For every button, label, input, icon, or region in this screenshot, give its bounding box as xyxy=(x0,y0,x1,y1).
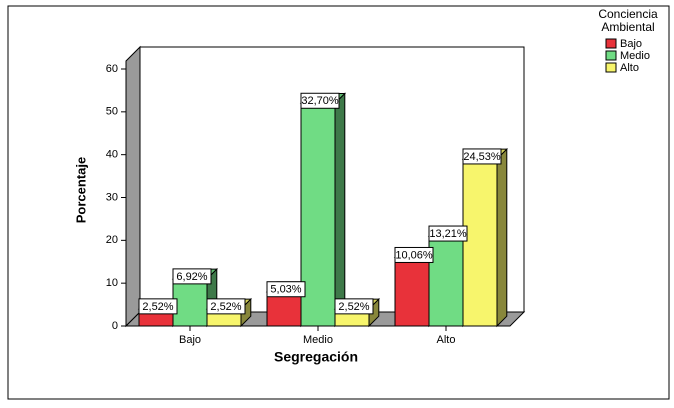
bar xyxy=(300,102,336,327)
legend-swatch xyxy=(605,38,617,49)
value-label: 2,52% xyxy=(338,301,369,313)
value-label-box xyxy=(138,298,178,315)
bar xyxy=(172,278,208,327)
value-label: 5,03% xyxy=(270,284,301,296)
y-tick-label: 50 xyxy=(106,106,118,118)
legend-label: Alto xyxy=(620,62,639,74)
value-label: 2,52% xyxy=(210,301,241,313)
bar-side xyxy=(496,147,508,328)
y-tick-label: 60 xyxy=(106,63,118,75)
y-tick-label: 40 xyxy=(106,149,118,161)
y-tick-label: 10 xyxy=(106,277,118,289)
value-label-box xyxy=(428,225,468,242)
value-label-box xyxy=(172,268,212,285)
x-tick-label: Alto xyxy=(437,334,456,346)
x-tick-label: Medio xyxy=(303,334,333,346)
side-wall xyxy=(125,45,141,328)
value-label: 24,53% xyxy=(463,151,501,163)
y-tick-label: 0 xyxy=(112,320,118,332)
value-label-box xyxy=(334,298,374,315)
value-label: 32,70% xyxy=(301,95,339,107)
bar xyxy=(394,256,430,327)
value-label-box xyxy=(462,148,502,165)
value-label-box xyxy=(266,281,306,298)
bar-side xyxy=(334,92,346,328)
x-axis-label: Segregación xyxy=(274,349,358,365)
value-label: 13,21% xyxy=(429,228,467,240)
value-label: 10,06% xyxy=(395,249,433,261)
legend-label: Medio xyxy=(620,50,650,62)
value-label: 2,52% xyxy=(142,301,173,313)
bar xyxy=(462,158,498,327)
y-tick-label: 30 xyxy=(106,191,118,203)
value-label-box xyxy=(300,92,340,109)
y-tick-label: 20 xyxy=(106,234,118,246)
value-label-box xyxy=(394,246,434,263)
legend-title: Conciencia Ambiental xyxy=(598,7,658,34)
x-tick-label: Bajo xyxy=(179,334,201,346)
value-label: 6,92% xyxy=(176,271,207,283)
legend-swatch xyxy=(605,62,617,73)
y-axis-label: Porcentaje xyxy=(73,157,88,223)
frame xyxy=(7,5,670,400)
legend-label: Bajo xyxy=(620,38,642,50)
value-label-box xyxy=(206,298,246,315)
bar xyxy=(428,235,464,327)
legend-swatch xyxy=(605,50,617,61)
